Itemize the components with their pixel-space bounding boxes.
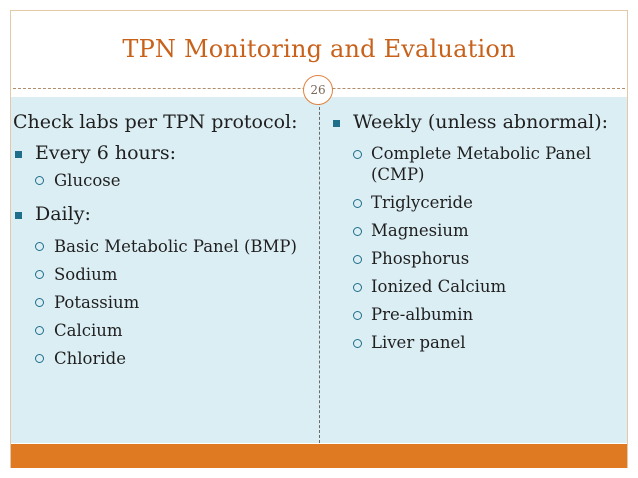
square-bullet-icon [15, 212, 22, 219]
group-label: Every 6 hours: [35, 142, 176, 164]
slide: TPN Monitoring and Evaluation 26 Check l… [10, 10, 628, 468]
square-bullet-icon [15, 151, 22, 158]
content-area: Check labs per TPN protocol: Every 6 hou… [11, 97, 627, 443]
circle-bullet-icon [353, 311, 362, 320]
circle-bullet-icon [353, 255, 362, 264]
list-item: Potassium [54, 293, 140, 312]
circle-bullet-icon [35, 242, 44, 251]
list-item: Complete Metabolic Panel [371, 144, 591, 163]
circle-bullet-icon [353, 283, 362, 292]
page-number-badge: 26 [303, 75, 333, 105]
list-item: Magnesium [371, 221, 469, 240]
square-bullet-icon [333, 120, 340, 127]
list-item: Sodium [54, 265, 118, 284]
right-heading: Weekly (unless abnormal): [353, 111, 609, 133]
slide-title: TPN Monitoring and Evaluation [122, 35, 516, 63]
column-divider [319, 97, 320, 443]
list-item: Liver panel [371, 333, 466, 352]
circle-bullet-icon [35, 326, 44, 335]
circle-bullet-icon [353, 150, 362, 159]
list-item: Triglyceride [371, 193, 473, 212]
list-item: Glucose [54, 171, 121, 190]
list-item: Phosphorus [371, 249, 470, 268]
circle-bullet-icon [35, 270, 44, 279]
left-heading: Check labs per TPN protocol: [13, 111, 298, 133]
circle-bullet-icon [353, 339, 362, 348]
circle-bullet-icon [353, 199, 362, 208]
list-item-continuation: (CMP) [371, 165, 425, 184]
circle-bullet-icon [35, 354, 44, 363]
circle-bullet-icon [35, 176, 44, 185]
circle-bullet-icon [353, 227, 362, 236]
list-item: Ionized Calcium [371, 277, 507, 296]
circle-bullet-icon [35, 298, 44, 307]
list-item: Calcium [54, 321, 123, 340]
list-item: Pre-albumin [371, 305, 474, 324]
list-item: Basic Metabolic Panel (BMP) [54, 237, 297, 256]
footer-bar [11, 444, 627, 468]
group-label: Daily: [35, 203, 91, 225]
list-item: Chloride [54, 349, 126, 368]
